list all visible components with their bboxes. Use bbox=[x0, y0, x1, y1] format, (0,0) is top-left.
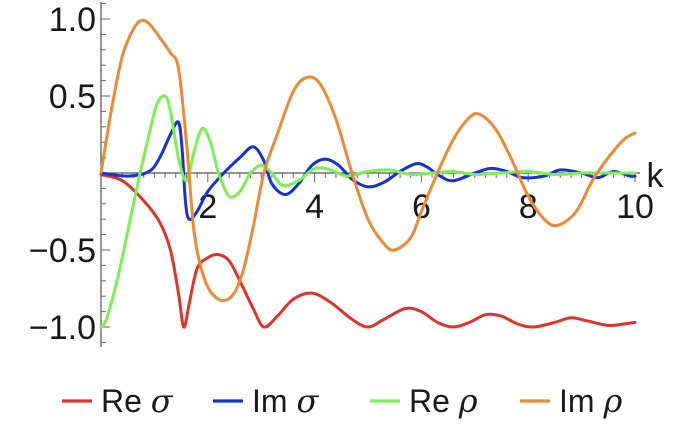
legend-item-re-sigma: Re σ bbox=[62, 382, 174, 420]
x-tick-label: 8 bbox=[519, 188, 538, 226]
legend-item-re-rho: Re ρ bbox=[370, 382, 478, 420]
series-line-im-rho bbox=[99, 18, 637, 303]
x-tick-label: 4 bbox=[305, 188, 324, 226]
series-lines bbox=[99, 18, 637, 329]
legend-item-im-sigma: Im σ bbox=[213, 382, 319, 420]
y-tick-label: 0.5 bbox=[49, 78, 96, 116]
x-tick-label: 10 bbox=[616, 188, 654, 226]
x-axis-label: k bbox=[647, 157, 665, 195]
legend: Re σ Im σ Re ρ Im ρ bbox=[62, 382, 622, 420]
series-line-re-sigma bbox=[99, 173, 637, 329]
y-axis: 1.0 0.5 −0.5 −1.0 bbox=[29, 1, 110, 347]
series-line-re-rho bbox=[99, 94, 637, 329]
legend-label: Im σ bbox=[252, 382, 319, 420]
legend-label: Im ρ bbox=[559, 382, 622, 420]
y-tick-label: 1.0 bbox=[49, 1, 96, 39]
legend-label: Re σ bbox=[101, 382, 174, 420]
legend-item-im-rho: Im ρ bbox=[520, 382, 622, 420]
y-tick-label: −0.5 bbox=[29, 232, 96, 270]
y-tick-label: −1.0 bbox=[29, 309, 96, 347]
legend-label: Re ρ bbox=[409, 382, 478, 420]
